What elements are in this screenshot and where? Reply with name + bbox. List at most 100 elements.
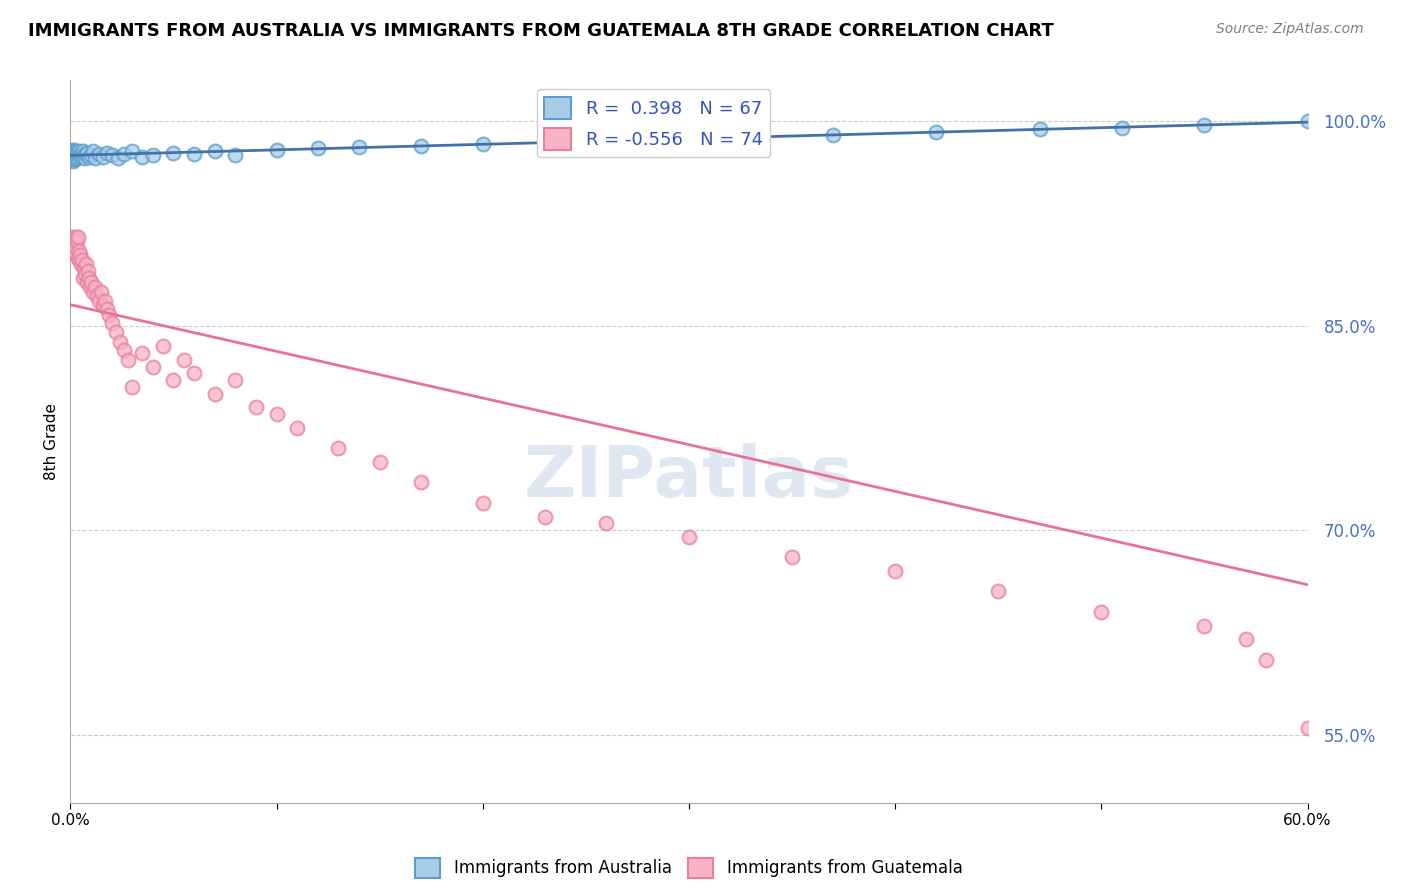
Point: [77, 271, 100, 285]
Point: [60, 148, 83, 162]
Point: [62, 151, 84, 165]
Point: [152, 339, 174, 353]
Point: [409, 138, 432, 153]
Point: [224, 373, 246, 387]
Y-axis label: 8th Grade: 8th Grade: [44, 403, 59, 480]
Point: [62, 145, 84, 160]
Point: [204, 144, 226, 158]
Point: [173, 352, 195, 367]
Point: [80, 275, 103, 289]
Point: [65, 230, 87, 244]
Point: [72, 144, 94, 158]
Point: [204, 387, 226, 401]
Point: [368, 455, 391, 469]
Point: [89, 147, 111, 161]
Point: [75, 257, 97, 271]
Point: [77, 150, 100, 164]
Point: [76, 145, 98, 160]
Point: [107, 151, 129, 165]
Point: [63, 147, 86, 161]
Point: [86, 288, 108, 302]
Point: [409, 475, 432, 490]
Point: [98, 308, 121, 322]
Point: [91, 150, 114, 164]
Point: [67, 144, 90, 158]
Point: [65, 153, 87, 167]
Point: [63, 236, 86, 251]
Point: [1194, 618, 1216, 632]
Point: [100, 316, 122, 330]
Point: [142, 148, 165, 162]
Point: [73, 261, 96, 276]
Point: [60, 230, 83, 244]
Text: Source: ZipAtlas.com: Source: ZipAtlas.com: [1216, 22, 1364, 37]
Point: [285, 421, 308, 435]
Point: [780, 550, 803, 565]
Point: [884, 564, 907, 578]
Point: [925, 125, 948, 139]
Point: [67, 244, 90, 258]
Point: [183, 147, 205, 161]
Point: [67, 145, 90, 160]
Point: [65, 144, 87, 158]
Point: [66, 251, 89, 265]
Point: [67, 230, 90, 244]
Point: [266, 407, 288, 421]
Point: [90, 285, 112, 299]
Point: [69, 147, 91, 161]
Point: [1028, 122, 1050, 136]
Point: [718, 130, 741, 145]
Point: [76, 264, 98, 278]
Point: [72, 271, 94, 285]
Point: [104, 326, 127, 340]
Point: [94, 294, 117, 309]
Point: [69, 257, 91, 271]
Point: [1399, 482, 1406, 496]
Point: [678, 530, 700, 544]
Point: [63, 151, 86, 165]
Point: [121, 144, 143, 158]
Point: [96, 145, 118, 160]
Point: [66, 150, 89, 164]
Point: [131, 150, 153, 164]
Point: [1296, 114, 1319, 128]
Point: [533, 509, 555, 524]
Point: [112, 343, 135, 358]
Point: [62, 143, 84, 157]
Point: [60, 153, 83, 167]
Point: [637, 132, 659, 146]
Point: [65, 239, 87, 253]
Point: [62, 148, 84, 162]
Point: [62, 153, 84, 168]
Point: [69, 248, 91, 262]
Point: [84, 280, 107, 294]
Point: [162, 373, 184, 387]
Point: [65, 151, 87, 165]
Point: [79, 280, 101, 294]
Point: [82, 285, 104, 299]
Point: [60, 150, 83, 164]
Point: [1111, 120, 1133, 135]
Point: [471, 496, 494, 510]
Point: [63, 148, 86, 162]
Point: [96, 302, 118, 317]
Point: [595, 516, 617, 531]
Point: [266, 143, 288, 157]
Point: [131, 346, 153, 360]
Point: [65, 147, 87, 161]
Point: [162, 145, 184, 160]
Point: [82, 144, 104, 158]
Point: [66, 234, 89, 248]
Text: ZIPatlas: ZIPatlas: [524, 443, 853, 512]
Point: [80, 148, 103, 162]
Point: [89, 294, 111, 309]
Point: [987, 584, 1010, 599]
Text: IMMIGRANTS FROM AUSTRALIA VS IMMIGRANTS FROM GUATEMALA 8TH GRADE CORRELATION CHA: IMMIGRANTS FROM AUSTRALIA VS IMMIGRANTS …: [28, 22, 1054, 40]
Point: [63, 145, 86, 160]
Point: [1337, 455, 1360, 469]
Point: [65, 147, 87, 161]
Point: [62, 153, 84, 167]
Point: [62, 144, 84, 158]
Point: [73, 267, 96, 281]
Point: [347, 140, 370, 154]
